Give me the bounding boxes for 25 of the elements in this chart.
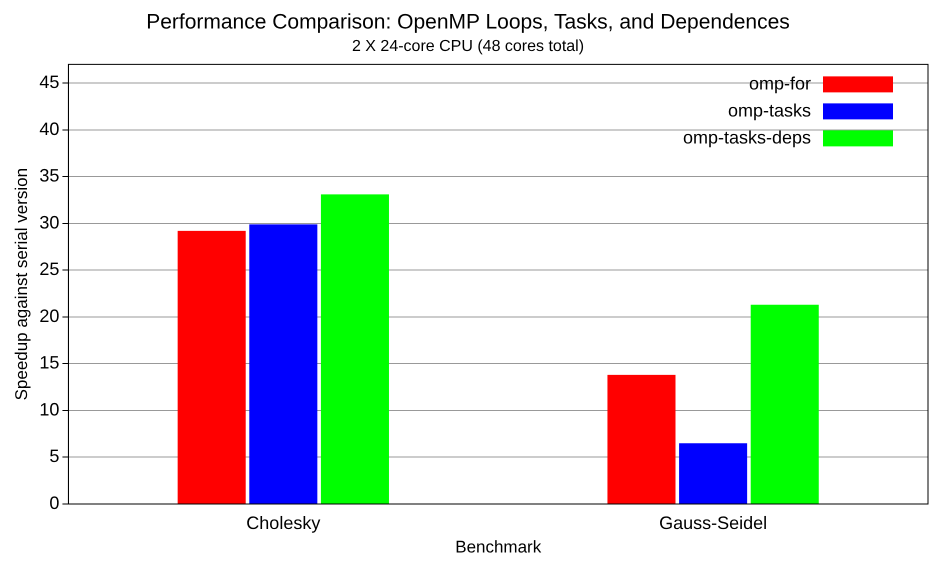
y-tick-label: 15	[39, 352, 60, 373]
legend-label: omp-tasks-deps	[682, 127, 811, 148]
x-tick-label: Cholesky	[246, 512, 320, 533]
bar	[320, 194, 389, 504]
bar	[249, 224, 318, 504]
y-tick-label: 10	[39, 399, 60, 420]
y-tick-label: 40	[39, 118, 60, 139]
legend-label: omp-for	[748, 73, 812, 94]
bar	[679, 443, 748, 504]
legend-label: omp-tasks	[728, 100, 811, 120]
y-tick-label: 5	[49, 446, 60, 466]
y-tick-label: 30	[39, 212, 60, 232]
x-axis-title: Benchmark	[455, 537, 542, 556]
chart-title: Performance Comparison: OpenMP Loops, Tasks, and Dependences	[146, 10, 790, 34]
bar	[178, 230, 246, 504]
chart-subtitle: 2 X 24-core CPU (48 cores total)	[352, 38, 584, 56]
x-tick-label: Gauss-Seidel	[659, 512, 768, 533]
y-axis-title: Speedup against serial version	[12, 168, 31, 400]
bar	[750, 304, 819, 504]
y-tick-label: 45	[39, 72, 60, 92]
bar	[607, 374, 676, 504]
y-tick-label: 25	[39, 259, 60, 280]
y-tick-label: 20	[39, 306, 60, 326]
y-tick-label: 35	[39, 166, 60, 186]
y-tick-label: 0	[49, 492, 60, 513]
